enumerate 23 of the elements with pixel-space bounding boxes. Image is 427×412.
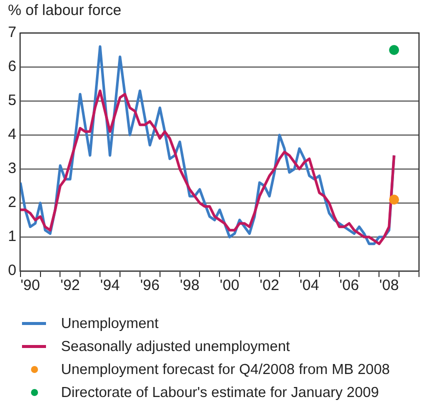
y-axis-title: % of labour force xyxy=(8,2,122,19)
x-tick-label: '98 xyxy=(180,277,200,294)
x-tick-label: '92 xyxy=(60,277,80,294)
y-tick-label: 6 xyxy=(8,58,16,76)
y-tick-label: 4 xyxy=(8,126,16,144)
y-tick-label: 0 xyxy=(8,262,16,280)
x-tick-label: '00 xyxy=(220,277,240,294)
x-tick-label: '06 xyxy=(339,277,359,294)
legend-label: Unemployment xyxy=(61,316,159,332)
y-tick-label: 1 xyxy=(8,228,16,246)
legend-label: Unemployment forecast for Q4/2008 from MB 2008 xyxy=(61,362,390,378)
y-tick-label: 2 xyxy=(8,194,16,212)
y-tick-label: 7 xyxy=(8,24,16,42)
x-tick-label: '02 xyxy=(260,277,280,294)
legend-label: Directorate of Labour's estimate for January 2009 xyxy=(61,384,379,400)
x-tick-label: '94 xyxy=(100,277,120,294)
y-tick-label: 5 xyxy=(8,92,16,110)
legend-label: Seasonally adjusted unemployment xyxy=(61,338,290,354)
x-tick-label: '08 xyxy=(379,277,399,294)
x-tick-label: '90 xyxy=(20,277,40,294)
y-tick-label: 3 xyxy=(8,160,16,178)
x-tick-label: '96 xyxy=(140,277,160,294)
x-tick-label: '04 xyxy=(300,277,320,294)
